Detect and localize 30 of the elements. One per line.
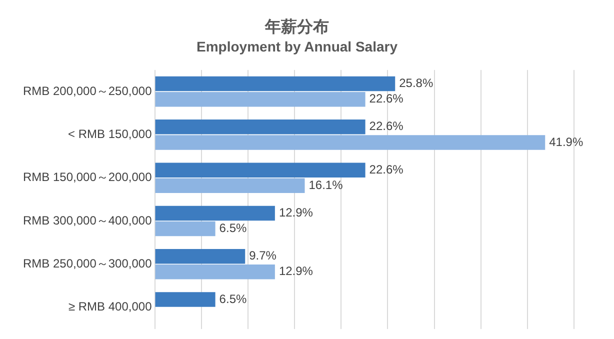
bar [155,76,396,92]
bar [155,248,246,264]
chart-subtitle: Employment by Annual Salary [196,38,398,54]
data-label: 12.9% [278,264,314,278]
bar [155,92,366,107]
data-label: 16.1% [308,178,344,192]
chart-title: 年薪分布 [264,16,329,36]
data-label: 22.6% [369,119,404,134]
data-label: 6.5% [219,221,247,236]
data-label: 22.6% [369,92,404,106]
data-label: 22.6% [369,162,404,176]
bar [155,162,366,178]
bar [155,264,275,280]
y-tick-label: < RMB 150,000 [68,127,152,142]
bar [155,292,216,307]
y-tick-label: RMB 200,000～250,000 [22,84,152,98]
bar [155,120,366,134]
y-tick-label: RMB 300,000～400,000 [22,213,152,228]
data-label: 25.8% [399,76,434,90]
y-tick-label: ≥ RMB 400,000 [68,300,152,314]
bar [155,206,275,221]
data-label: 12.9% [278,206,314,220]
bar [155,178,305,193]
bar [155,135,546,150]
y-tick-label: RMB 250,000～300,000 [22,256,152,270]
data-label: 6.5% [219,292,247,306]
data-label: 41.9% [549,134,584,149]
data-label: 9.7% [249,248,277,263]
bar [155,221,216,236]
y-tick-label: RMB 150,000～200,000 [22,170,152,184]
